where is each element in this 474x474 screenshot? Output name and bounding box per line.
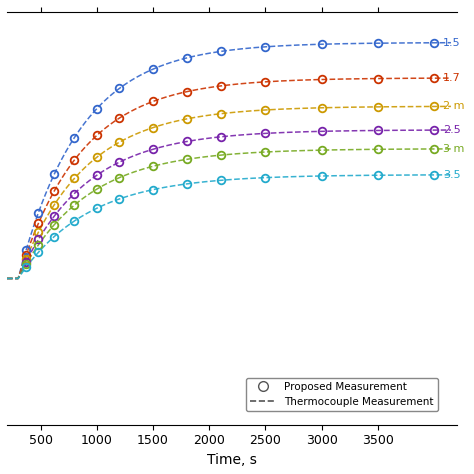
Text: 3 m: 3 m (443, 144, 465, 154)
Legend: Proposed Measurement, Thermocouple Measurement: Proposed Measurement, Thermocouple Measu… (246, 378, 438, 411)
Text: 1.5: 1.5 (443, 38, 461, 48)
X-axis label: Time, s: Time, s (207, 453, 257, 467)
Text: 2.5: 2.5 (443, 125, 461, 135)
Text: 3.5: 3.5 (443, 170, 461, 180)
Text: 2 m: 2 m (443, 101, 465, 111)
Text: 1.7: 1.7 (443, 73, 461, 83)
